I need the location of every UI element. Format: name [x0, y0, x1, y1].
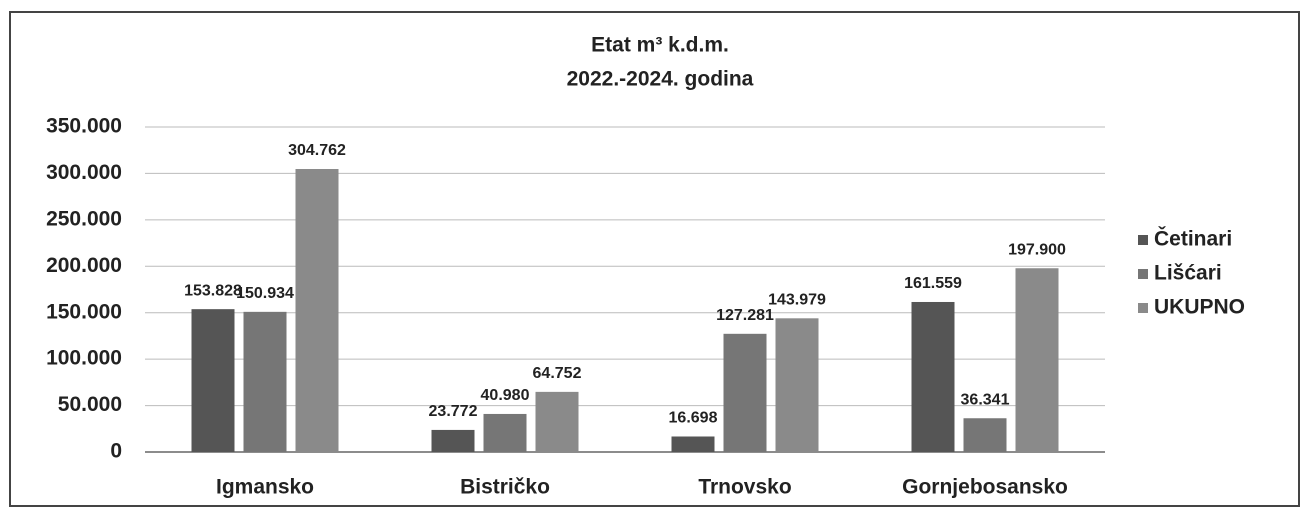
y-tick-label: 0 [110, 440, 122, 463]
y-tick-label: 100.000 [46, 347, 122, 370]
chart-subtitle: 2022.-2024. godina [567, 68, 754, 91]
bar [243, 311, 287, 452]
legend-swatch [1138, 235, 1148, 245]
y-tick-label: 50.000 [58, 393, 122, 416]
data-label: 127.281 [716, 307, 774, 324]
legend-swatch [1138, 303, 1148, 313]
bar [431, 429, 475, 452]
x-tick-label: Gornjebosansko [902, 476, 1068, 499]
bar [775, 318, 819, 452]
bar [723, 333, 767, 452]
bar [535, 391, 579, 452]
legend-swatch [1138, 269, 1148, 279]
bar [295, 169, 339, 452]
x-tick-label: Trnovsko [698, 476, 791, 499]
bar [191, 309, 235, 452]
bar [1015, 268, 1059, 452]
y-tick-label: 300.000 [46, 161, 122, 184]
y-tick-label: 200.000 [46, 254, 122, 277]
data-label: 153.828 [184, 282, 242, 299]
data-label: 23.772 [429, 403, 478, 420]
y-tick-label: 250.000 [46, 207, 122, 230]
chart-title: Etat m³ k.d.m. [591, 34, 729, 57]
data-label: 161.559 [904, 275, 962, 292]
data-label: 64.752 [533, 365, 582, 382]
bar [911, 301, 955, 452]
legend-label: UKUPNO [1154, 296, 1245, 319]
bar [671, 436, 715, 452]
data-label: 143.979 [768, 292, 826, 309]
data-label: 304.762 [288, 142, 346, 159]
data-label: 40.980 [481, 387, 530, 404]
x-tick-label: Bistričko [460, 476, 550, 499]
y-tick-label: 150.000 [46, 300, 122, 323]
y-tick-label: 350.000 [46, 115, 122, 138]
data-label: 36.341 [961, 391, 1010, 408]
data-label: 16.698 [669, 410, 718, 427]
legend-label: Lišćari [1154, 262, 1222, 285]
data-label: 197.900 [1008, 241, 1066, 258]
bar [963, 418, 1007, 452]
data-label: 150.934 [236, 285, 294, 302]
x-tick-label: Igmansko [216, 476, 314, 499]
bar [483, 413, 527, 452]
legend-label: Četinari [1154, 227, 1232, 251]
